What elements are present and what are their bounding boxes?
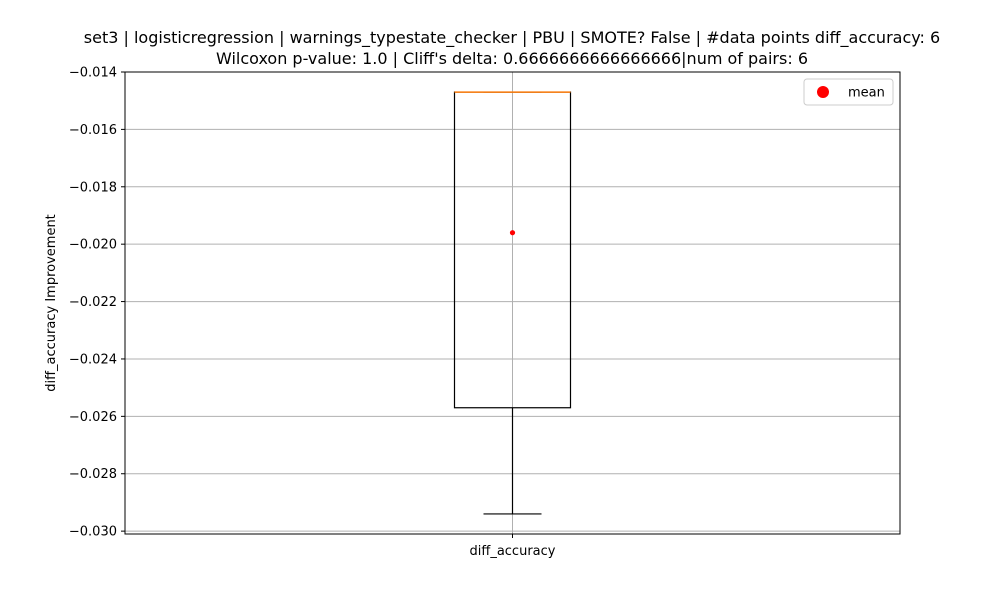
y-tick-label: −0.024 — [69, 352, 117, 367]
y-tick-label: −0.030 — [69, 525, 117, 540]
legend-frame — [803, 78, 894, 106]
legend-mean-label: mean — [848, 86, 885, 101]
y-tick-label: −0.022 — [69, 295, 117, 310]
y-axis-label: diff_accuracy Improvement — [44, 214, 59, 392]
chart-title-line-1: set3 | logisticregression | warnings_typ… — [84, 28, 940, 48]
y-tick-label: −0.026 — [69, 410, 117, 425]
y-tick-label: −0.028 — [69, 467, 117, 482]
y-axis-ticks: −0.014 −0.016 −0.018 −0.020 −0.022 −0.024 −0.0… — [69, 66, 125, 540]
mean-marker — [509, 230, 516, 236]
y-tick-label: −0.014 — [69, 66, 117, 81]
x-tick-label: diff_accuracy — [470, 544, 556, 559]
legend: mean — [803, 78, 894, 106]
legend-mean-marker — [817, 86, 829, 98]
x-axis-ticks: diff_accuracy — [470, 534, 556, 559]
y-tick-label: −0.018 — [69, 180, 117, 195]
y-tick-label: −0.016 — [69, 123, 117, 138]
box-group — [453, 91, 572, 515]
y-tick-label: −0.020 — [69, 238, 117, 253]
chart-title-line-2: Wilcoxon p-value: 1.0 | Cliff's delta: 0… — [216, 49, 808, 68]
